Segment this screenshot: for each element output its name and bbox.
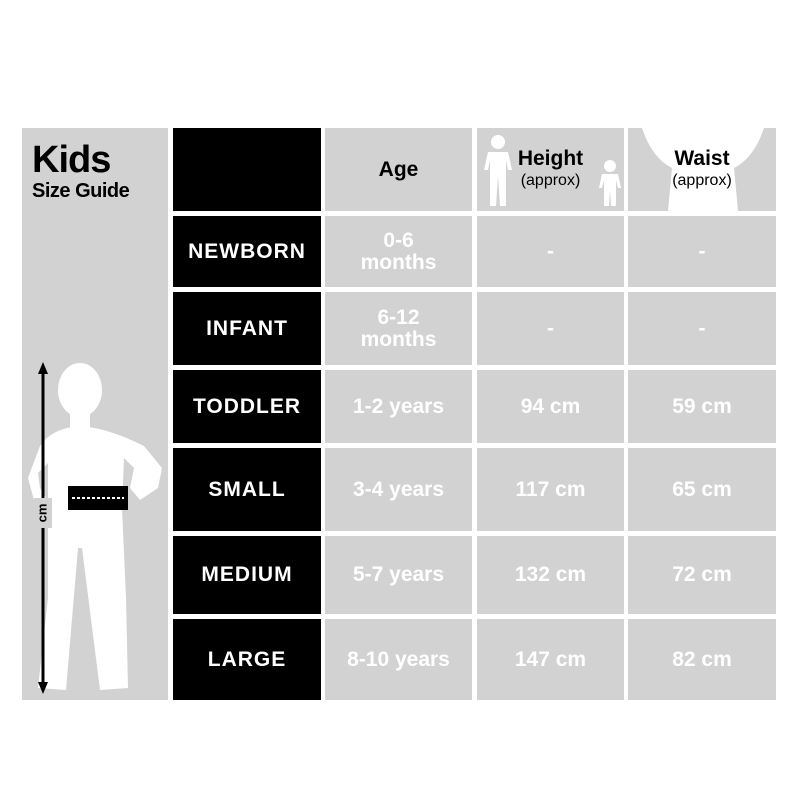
height-cell: - — [477, 216, 624, 287]
age-cell: 8-10 years — [325, 619, 472, 700]
waist-cell: 82 cm — [628, 619, 776, 700]
age-cell: 5-7 years — [325, 536, 472, 614]
age-cell: 3-4 years — [325, 448, 472, 531]
size-cell: LARGE — [173, 619, 321, 700]
torso-silhouette-icon — [642, 128, 764, 211]
waist-cell: - — [628, 216, 776, 287]
age-cell: 6-12 months — [325, 292, 472, 365]
header-waist-label: Waist — [674, 146, 730, 170]
child-silhouette-icon — [28, 363, 162, 690]
waist-cell: - — [628, 292, 776, 365]
size-cell: NEWBORN — [173, 216, 321, 287]
age-cell: 1-2 years — [325, 370, 472, 443]
header-height: Height (approx) — [477, 128, 624, 211]
header-age: Age — [325, 128, 472, 211]
height-cell: 147 cm — [477, 619, 624, 700]
height-cell: 117 cm — [477, 448, 624, 531]
title-sub: Size Guide — [32, 180, 130, 202]
unit-label: cm — [34, 504, 49, 523]
size-cell: MEDIUM — [173, 536, 321, 614]
header-height-note: (approx) — [520, 171, 581, 189]
size-cell: TODDLER — [173, 370, 321, 443]
waist-cell: 72 cm — [628, 536, 776, 614]
guide-title: Kids Size Guide — [32, 139, 130, 203]
waist-cell: 65 cm — [628, 448, 776, 531]
waist-cell: 59 cm — [628, 370, 776, 443]
header-waist: Waist (approx) — [628, 128, 776, 211]
header-size-cell — [173, 128, 321, 211]
child-height-icon — [484, 135, 621, 206]
size-cell: SMALL — [173, 448, 321, 531]
header-waist-note: (approx) — [672, 171, 732, 189]
height-cell: - — [477, 292, 624, 365]
height-arrow-icon — [38, 362, 48, 694]
height-cell: 94 cm — [477, 370, 624, 443]
height-cell: 132 cm — [477, 536, 624, 614]
age-cell: 0-6 months — [325, 216, 472, 287]
size-cell: INFANT — [173, 292, 321, 365]
header-height-label: Height — [517, 146, 584, 170]
header-age-label: Age — [378, 157, 419, 181]
title-main: Kids — [32, 139, 111, 181]
child-figure-illustration: cm — [28, 362, 162, 694]
